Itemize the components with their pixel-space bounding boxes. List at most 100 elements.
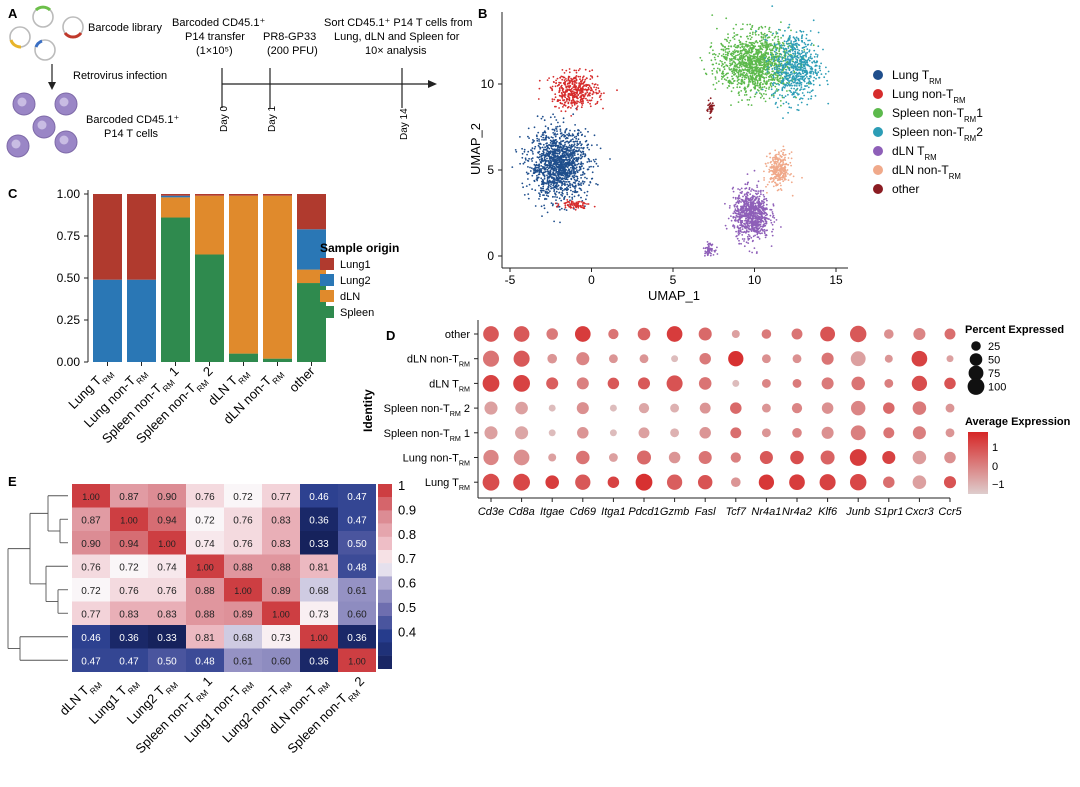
umap-point — [754, 79, 757, 81]
umap-point — [736, 200, 739, 203]
umap-point — [585, 97, 587, 100]
umap-point — [541, 179, 544, 181]
umap-point — [748, 207, 751, 210]
umap-point — [570, 172, 573, 175]
umap-point — [763, 76, 765, 79]
umap-point — [542, 189, 545, 192]
umap-point — [548, 147, 551, 150]
umap-point — [573, 162, 576, 164]
umap-point — [751, 63, 754, 66]
umap-point — [738, 200, 741, 203]
umap-point — [753, 77, 755, 80]
umap-point — [781, 68, 784, 70]
umap-point — [540, 161, 542, 164]
umap-point — [724, 202, 726, 205]
umap-point — [760, 214, 763, 217]
umap-point — [595, 86, 598, 89]
umap-point — [547, 188, 550, 191]
umap-point — [584, 78, 587, 81]
umap-point — [746, 52, 749, 55]
umap-point — [567, 158, 570, 161]
umap-point — [803, 51, 806, 53]
umap-point — [799, 53, 801, 56]
umap-point — [752, 222, 755, 224]
umap-point — [733, 51, 735, 54]
umap-point — [559, 145, 562, 148]
umap-point — [741, 76, 744, 79]
umap-point — [564, 204, 567, 207]
umap-point — [523, 194, 526, 196]
umap-point — [724, 51, 727, 53]
umap-point — [731, 72, 734, 74]
umap-point — [781, 77, 784, 79]
umap-point — [754, 53, 756, 56]
umap-point — [797, 38, 800, 41]
umap-point — [788, 49, 791, 52]
umap-point — [759, 55, 762, 58]
sort-label-1: Sort CD45.1⁺ P14 T cells from — [324, 17, 472, 29]
umap-point — [795, 44, 798, 47]
umap-point — [532, 139, 534, 141]
umap-point — [755, 69, 758, 71]
umap-point — [576, 146, 578, 149]
umap-point — [547, 155, 550, 157]
umap-point — [552, 132, 555, 134]
umap-point — [746, 235, 749, 238]
umap-point — [788, 106, 791, 109]
umap-point — [524, 158, 527, 161]
umap-point — [759, 209, 761, 211]
umap-point — [566, 193, 569, 196]
umap-point — [733, 32, 736, 34]
umap-point — [574, 187, 576, 190]
umap-point — [771, 44, 774, 47]
umap-point — [773, 81, 775, 84]
umap-point — [759, 67, 761, 70]
umap-point — [803, 54, 806, 57]
umap-point — [759, 48, 762, 50]
umap-point — [559, 157, 562, 160]
umap-point — [760, 81, 762, 84]
umap-point — [744, 87, 747, 90]
umap-point — [753, 169, 756, 172]
umap-point — [751, 72, 754, 75]
umap-point — [561, 140, 564, 143]
umap-point — [763, 93, 765, 95]
umap-point — [825, 66, 827, 69]
umap-point — [810, 97, 812, 100]
umap-point — [761, 225, 763, 228]
umap-point — [800, 64, 803, 67]
umap-point — [773, 64, 775, 67]
umap-point — [552, 168, 555, 170]
umap-point — [595, 183, 597, 185]
umap-point — [564, 172, 567, 175]
umap-point — [774, 92, 776, 94]
umap-point — [732, 186, 735, 189]
umap-point — [760, 88, 763, 91]
umap-point — [738, 197, 741, 200]
umap-point — [761, 200, 763, 202]
umap-point — [783, 44, 786, 47]
umap-point — [585, 139, 588, 142]
umap-point — [737, 188, 739, 190]
umap-point — [727, 85, 730, 87]
umap-point — [549, 173, 552, 176]
umap-point — [772, 204, 775, 207]
umap-point — [747, 37, 749, 40]
umap-point — [745, 90, 747, 93]
umap-point — [579, 157, 582, 160]
umap-point — [741, 28, 744, 30]
umap-point — [584, 153, 587, 156]
umap-point — [750, 65, 752, 68]
umap-point — [818, 76, 821, 79]
umap-point — [760, 193, 762, 196]
umap-point — [580, 100, 583, 103]
umap-point — [784, 95, 787, 97]
umap-point — [739, 64, 742, 67]
umap-point — [744, 68, 747, 71]
umap-point — [561, 177, 564, 180]
umap-point — [578, 165, 581, 168]
cells-label-2: P14 T cells — [104, 128, 159, 140]
umap-point — [546, 150, 549, 152]
umap-point — [801, 51, 804, 54]
umap-point — [592, 159, 595, 161]
